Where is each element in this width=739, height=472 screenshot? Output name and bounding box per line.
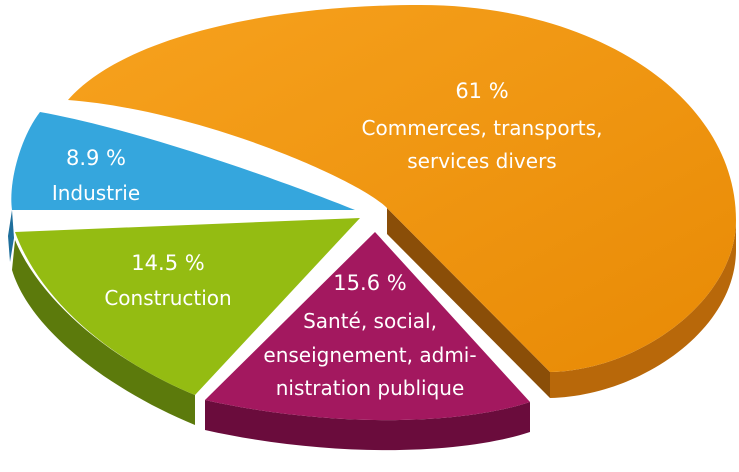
value-label-construction: 14.5 % bbox=[131, 251, 204, 275]
slice-commerces-top bbox=[68, 5, 736, 372]
slice-sante-side bbox=[205, 400, 530, 451]
category-label-sante-line-3: nistration publique bbox=[276, 376, 465, 400]
slice-construction-side bbox=[12, 240, 195, 425]
slice-construction-top bbox=[15, 218, 360, 395]
pie-slice-commerces bbox=[68, 5, 736, 398]
slice-industrie-side bbox=[8, 210, 14, 262]
pie-slice-construction bbox=[12, 218, 360, 425]
category-label-sante-line-2: enseignement, admi- bbox=[263, 343, 476, 367]
category-label-commerces-line-1: Commerces, transports, bbox=[362, 116, 603, 140]
pie-slice-sante bbox=[205, 232, 530, 451]
category-label-industrie: Industrie bbox=[52, 181, 140, 205]
category-label-construction: Construction bbox=[104, 286, 231, 310]
category-label-sante-line-1: Santé, social, bbox=[303, 309, 437, 333]
slice-commerces-inner-side bbox=[387, 208, 550, 398]
slice-commerces-side bbox=[550, 220, 736, 398]
value-label-commerces: 61 % bbox=[455, 79, 508, 103]
slice-industrie-top bbox=[11, 112, 355, 210]
value-label-industrie: 8.9 % bbox=[66, 146, 126, 170]
category-label-commerces-line-2: services divers bbox=[407, 149, 556, 173]
pie-slice-industrie bbox=[8, 112, 355, 262]
value-label-sante: 15.6 % bbox=[333, 271, 406, 295]
slice-sante-top bbox=[205, 232, 530, 421]
